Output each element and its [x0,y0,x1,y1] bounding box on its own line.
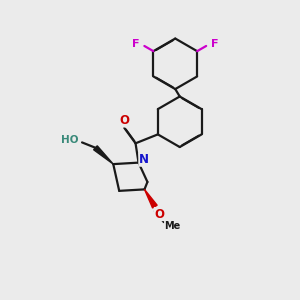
Text: O: O [154,208,164,220]
Text: F: F [132,40,139,50]
Text: F: F [211,40,218,50]
Text: HO: HO [61,135,78,145]
Polygon shape [145,189,157,208]
Text: Me: Me [165,220,181,231]
Text: N: N [139,153,149,166]
Polygon shape [94,146,113,164]
Text: O: O [119,114,129,127]
